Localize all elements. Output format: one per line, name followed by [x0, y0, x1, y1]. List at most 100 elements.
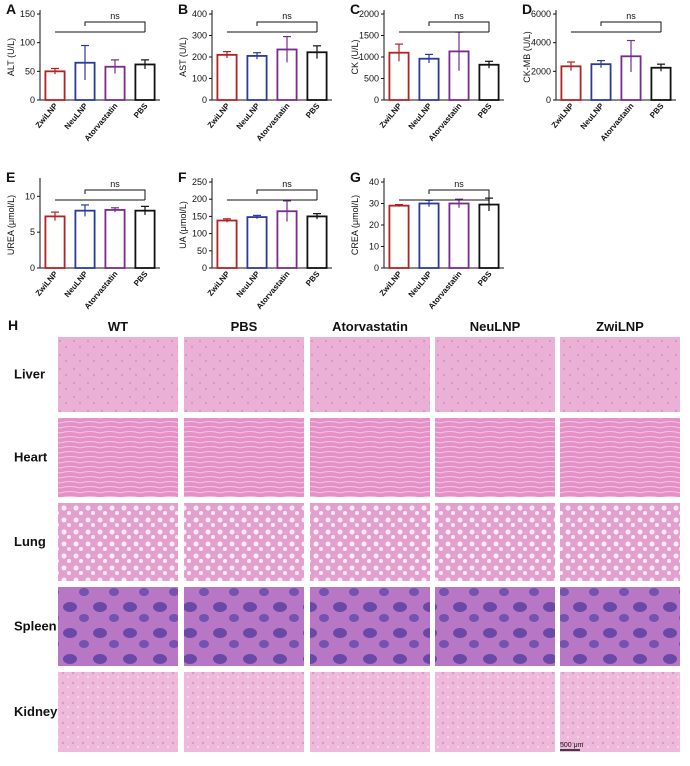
panel-label: A: [6, 1, 16, 17]
y-tick-label: 300: [192, 31, 207, 41]
histology-image: [310, 587, 430, 666]
y-tick-label: 100: [20, 38, 35, 48]
column-header: WT: [108, 319, 128, 334]
bar: [44, 70, 66, 101]
x-tick-label: NeuLNP: [407, 101, 434, 131]
histology-image: [58, 418, 178, 497]
y-tick-label: 0: [202, 263, 207, 273]
significance-bracket: [428, 189, 490, 200]
significance-bracket: [600, 21, 662, 32]
histology-image: [58, 587, 178, 666]
column-header: ZwiLNP: [596, 319, 644, 334]
x-tick-label: PBS: [648, 101, 666, 120]
bar: [44, 215, 66, 269]
scale-bar-label: 500 μm: [560, 742, 584, 749]
x-tick-label: PBS: [304, 101, 322, 120]
significance-bracket: [428, 21, 490, 32]
bar: [246, 216, 268, 269]
bar: [650, 66, 672, 101]
bar: [590, 63, 612, 101]
histology-image: [435, 587, 555, 666]
x-tick-label: NeuLNP: [235, 269, 262, 299]
annotation: ns: [282, 179, 292, 189]
x-tick-label: ZwiLNP: [550, 101, 576, 130]
x-tick-label: NeuLNP: [63, 101, 90, 131]
histology-image: [310, 672, 430, 752]
histology-image: [58, 672, 178, 752]
x-tick-label: ZwiLNP: [34, 269, 60, 298]
x-tick-label: ZwiLNP: [378, 269, 404, 298]
histology-panel: H WT PBS Atorvastatin NeuLNP ZwiLNP Liver Hear…: [8, 317, 680, 752]
y-tick-label: 2000: [359, 9, 379, 19]
y-tick-label: 250: [192, 177, 207, 187]
y-axis-label: UA (μmol/L): [178, 201, 188, 249]
histology-image: [560, 418, 680, 497]
histology-image: [310, 418, 430, 497]
x-tick-label: PBS: [476, 269, 494, 288]
row-label: Lung: [14, 534, 46, 549]
histology-image: [435, 672, 555, 752]
y-tick-label: 40: [369, 177, 379, 187]
annotation: ns: [626, 11, 636, 21]
y-tick-label: 0: [374, 95, 379, 105]
y-tick-label: 10: [25, 191, 35, 201]
y-tick-label: 1500: [359, 31, 379, 41]
y-tick-label: 0: [30, 95, 35, 105]
y-tick-label: 400: [192, 9, 207, 19]
x-tick-label: PBS: [132, 269, 150, 288]
panel-label: H: [8, 317, 18, 333]
y-tick-label: 0: [30, 263, 35, 273]
x-tick-label: PBS: [476, 101, 494, 120]
significance-bracket: [256, 21, 318, 32]
bar: [388, 204, 410, 269]
histology-image: [435, 418, 555, 497]
y-tick-label: 150: [192, 211, 207, 221]
bar: [74, 209, 96, 269]
bar: [134, 209, 156, 269]
significance-bracket: [84, 21, 146, 32]
x-tick-label: NeuLNP: [63, 269, 90, 299]
y-axis-label: UREA (μmol/L): [6, 195, 16, 255]
y-tick-label: 100: [192, 229, 207, 239]
bar: [418, 202, 440, 269]
bar: [306, 215, 328, 269]
bar: [448, 202, 470, 269]
y-axis-label: ALT (U/L): [6, 38, 16, 76]
y-tick-label: 2000: [531, 66, 551, 76]
x-tick-label: NeuLNP: [235, 101, 262, 131]
row-label: Spleen: [14, 619, 57, 634]
panel-label: G: [350, 169, 361, 185]
x-tick-label: PBS: [132, 101, 150, 120]
significance-bracket: [256, 189, 318, 200]
row-label: Kidney: [14, 704, 58, 719]
histology-image: [310, 503, 430, 581]
histology-image: [560, 503, 680, 581]
histology-image: [560, 672, 680, 752]
y-tick-label: 500: [364, 74, 379, 84]
y-tick-label: 50: [197, 246, 207, 256]
y-tick-label: 200: [192, 52, 207, 62]
bar: [478, 63, 500, 101]
x-tick-label: NeuLNP: [579, 101, 606, 131]
y-axis-label: CREA (μmol/L): [350, 195, 360, 255]
bar: [216, 219, 238, 269]
histology-image: [560, 587, 680, 666]
bar: [216, 53, 238, 101]
annotation: ns: [454, 179, 464, 189]
y-tick-label: 0: [374, 263, 379, 273]
column-header: PBS: [231, 319, 258, 334]
y-tick-label: 5: [30, 227, 35, 237]
histology-image: [435, 337, 555, 412]
y-tick-label: 0: [546, 95, 551, 105]
panel-label: B: [178, 1, 188, 17]
bar: [104, 209, 126, 269]
histology-image: [560, 337, 680, 412]
y-axis-label: CK-MB (U/L): [522, 31, 532, 83]
column-header: NeuLNP: [470, 319, 521, 334]
annotation: ns: [454, 11, 464, 21]
x-tick-label: NeuLNP: [407, 269, 434, 299]
histology-image: [184, 337, 304, 412]
histology-image: [184, 503, 304, 581]
y-tick-label: 0: [202, 95, 207, 105]
